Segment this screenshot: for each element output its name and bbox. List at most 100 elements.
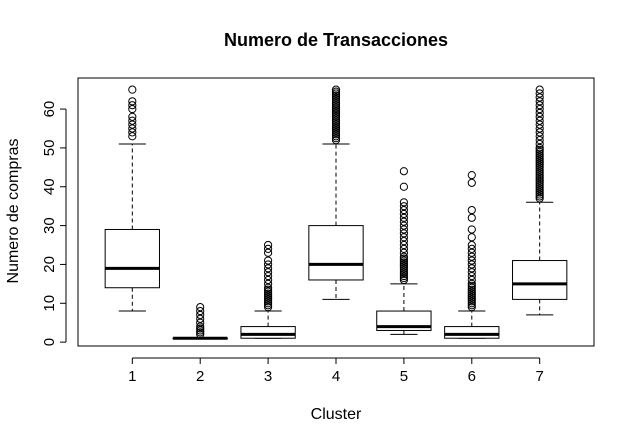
x-tick-label: 4 [332, 368, 340, 385]
outlier-point [264, 264, 273, 273]
outlier-point [128, 132, 137, 141]
box-cluster-2 [172, 303, 228, 340]
outlier-point [128, 112, 137, 121]
iqr-box [444, 326, 500, 339]
outlier-point [535, 97, 544, 106]
outlier-point [467, 213, 476, 222]
outlier-point [535, 139, 544, 149]
iqr-box [104, 228, 160, 289]
outlier-point [128, 97, 137, 106]
x-tick-label: 6 [468, 368, 476, 385]
box-cluster-6 [444, 171, 500, 339]
x-axis-label: Cluster [311, 406, 362, 423]
y-tick-label: 30 [41, 217, 58, 234]
outlier-point [535, 143, 544, 153]
outlier-point [467, 205, 476, 215]
outlier-point [399, 202, 408, 211]
x-axis: 1 2 3 4 5 6 7 [128, 357, 544, 385]
outlier-point [399, 217, 408, 226]
outlier-point [399, 233, 408, 242]
outlier-point [264, 260, 273, 269]
outlier-point [467, 260, 476, 269]
iqr-box [512, 260, 568, 300]
outlier-point [535, 93, 544, 102]
outlier-point [467, 248, 476, 257]
outlier-point [467, 279, 476, 288]
outlier-point [264, 271, 273, 281]
outlier-point [264, 279, 273, 288]
outlier-point [331, 85, 341, 94]
outlier-point [467, 233, 476, 242]
x-tick-label: 5 [400, 368, 408, 385]
outlier-point [535, 89, 544, 98]
outlier-point [128, 128, 137, 137]
x-tick-label: 1 [128, 368, 136, 385]
outlier-point [535, 101, 544, 110]
outlier-point [399, 167, 408, 176]
outlier-point [196, 314, 205, 323]
outlier-point [535, 85, 544, 94]
outlier-point [467, 252, 476, 261]
outlier-point [399, 213, 408, 222]
outlier-point [264, 244, 273, 253]
outlier-point [535, 112, 544, 121]
y-tick-label: 50 [41, 140, 58, 157]
outlier-point [128, 104, 137, 114]
outlier-point [467, 244, 476, 253]
outlier-point [467, 256, 476, 265]
outlier-point [264, 275, 273, 285]
outlier-point [399, 244, 408, 253]
outlier-point [467, 268, 476, 277]
outlier-point [399, 240, 408, 250]
outlier-point [399, 237, 408, 246]
box-cluster-1 [104, 85, 160, 312]
box-cluster-5 [376, 167, 432, 335]
outlier-point [399, 225, 408, 234]
outlier-point [196, 318, 205, 327]
outlier-point [467, 225, 476, 234]
outlier-point [128, 120, 137, 129]
x-tick-label: 3 [264, 368, 272, 385]
y-axis-label: Numero de compras [5, 139, 22, 284]
outlier-point [264, 240, 273, 250]
outlier-point [535, 124, 544, 133]
outlier-point [264, 283, 273, 292]
outlier-point [399, 205, 408, 215]
x-tick-label: 2 [196, 368, 204, 385]
outlier-point [399, 209, 408, 219]
outlier-point [467, 240, 476, 250]
y-tick-label: 40 [41, 178, 58, 195]
outlier-point [399, 221, 408, 230]
outlier-point [399, 198, 408, 207]
outlier-point [399, 252, 408, 261]
outlier-point [467, 171, 476, 180]
y-tick-label: 60 [41, 101, 58, 118]
y-tick-label: 0 [41, 338, 58, 346]
y-tick-label: 10 [41, 295, 58, 312]
outlier-point [128, 116, 137, 125]
iqr-box [240, 326, 296, 339]
y-axis: 0 10 20 30 40 50 60 [41, 101, 67, 346]
x-tick-label: 7 [536, 368, 544, 385]
outlier-point [467, 271, 476, 281]
outlier-point [196, 306, 205, 316]
outlier-point [196, 322, 205, 331]
outlier-point [264, 256, 273, 265]
outlier-point [535, 120, 544, 129]
outlier-point [535, 132, 544, 141]
box-cluster-4 [308, 85, 364, 300]
chart-title: Numero de Transacciones [224, 30, 448, 50]
box-cluster-7 [512, 85, 568, 316]
outlier-point [535, 128, 544, 137]
outlier-point [467, 264, 476, 273]
outlier-point [399, 248, 408, 257]
outlier-point [264, 248, 273, 257]
box-cluster-3 [240, 240, 296, 339]
outlier-point [128, 124, 137, 133]
outlier-point [128, 85, 137, 94]
outlier-point [399, 182, 408, 191]
outlier-point [535, 104, 544, 114]
outlier-point [196, 303, 205, 312]
outlier-point [535, 108, 544, 118]
